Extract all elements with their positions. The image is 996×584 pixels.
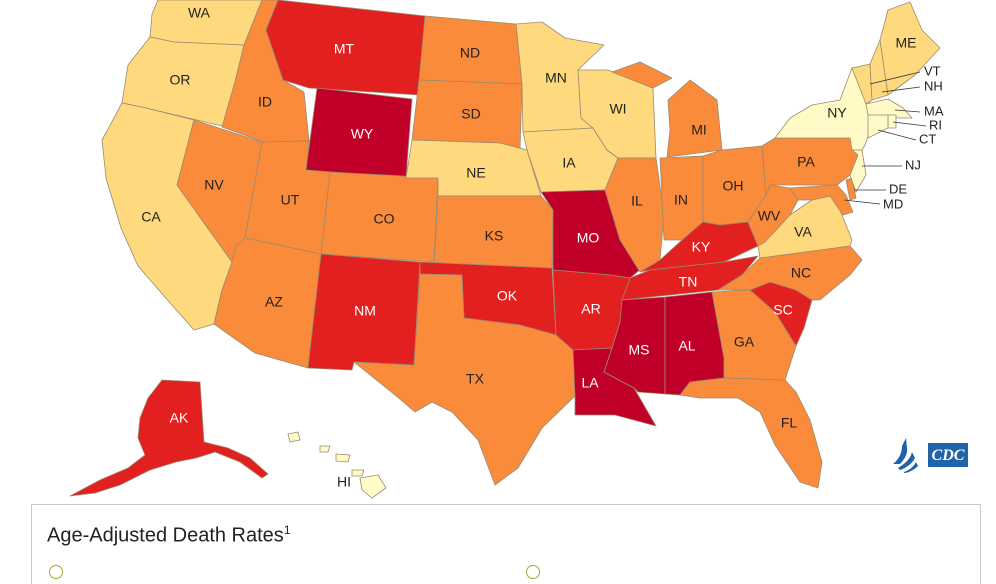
state-label-TX: TX — [466, 371, 485, 387]
state-label-AR: AR — [581, 301, 600, 317]
state-HI[interactable] — [287, 431, 387, 499]
state-label-RI: RI — [929, 117, 942, 132]
us-choropleth-map: WA OR CA ID NV MT WY UT CO AZ NM ND SD N… — [69, 0, 944, 499]
state-label-SC: SC — [773, 302, 792, 318]
state-label-NV: NV — [204, 177, 224, 193]
state-label-MS: MS — [629, 342, 650, 358]
leader-line — [843, 199, 881, 205]
state-TN[interactable] — [621, 255, 759, 301]
leader-line — [881, 86, 921, 93]
state-label-WV: WV — [758, 208, 781, 224]
state-label-ID: ID — [258, 94, 272, 110]
state-label-MA: MA — [924, 103, 944, 118]
state-label-OK: OK — [497, 288, 518, 304]
state-label-NC: NC — [791, 265, 811, 281]
legend-panel: Age-Adjusted Death Rates1 — [31, 504, 981, 584]
cdc-text: CDC — [932, 447, 965, 464]
footnote-marker: 1 — [283, 523, 291, 537]
state-label-VT: VT — [924, 63, 941, 78]
state-label-HI: HI — [337, 474, 351, 490]
legend-title-text: Age-Adjusted Death Rates — [47, 524, 284, 547]
state-label-DE: DE — [889, 181, 907, 196]
legend-radio-1[interactable] — [49, 565, 63, 579]
state-RI[interactable] — [887, 114, 897, 129]
state-label-OH: OH — [723, 178, 744, 194]
state-label-WA: WA — [188, 5, 211, 21]
state-label-OR: OR — [170, 72, 191, 88]
state-label-IL: IL — [631, 193, 643, 209]
leader-line — [877, 129, 917, 141]
state-label-MN: MN — [545, 70, 567, 86]
state-MD[interactable] — [789, 184, 854, 216]
state-label-MT: MT — [334, 41, 355, 57]
state-FL[interactable] — [679, 377, 823, 489]
state-label-CA: CA — [141, 209, 161, 225]
state-label-CO: CO — [374, 211, 395, 227]
state-label-MD: MD — [883, 196, 903, 211]
state-label-CT: CT — [919, 131, 936, 146]
state-ME[interactable] — [879, 1, 941, 96]
state-label-AL: AL — [678, 338, 695, 354]
state-label-PA: PA — [797, 154, 815, 170]
hhs-eagle-icon — [893, 438, 918, 473]
state-label-IA: IA — [562, 155, 576, 171]
state-label-MI: MI — [691, 122, 707, 138]
state-CT[interactable] — [867, 114, 889, 139]
cdc-logo[interactable]: CDC — [890, 434, 970, 474]
leader-line — [869, 71, 921, 85]
state-label-AZ: AZ — [265, 294, 283, 310]
state-label-NH: NH — [924, 78, 943, 93]
state-label-SD: SD — [461, 106, 480, 122]
leader-line — [894, 109, 921, 113]
state-label-MO: MO — [577, 230, 600, 246]
state-label-IN: IN — [674, 192, 688, 208]
state-TX[interactable] — [353, 273, 576, 486]
state-label-AK: AK — [170, 410, 189, 426]
state-label-NM: NM — [354, 303, 376, 319]
state-label-NY: NY — [827, 105, 847, 121]
state-label-WY: WY — [351, 126, 374, 142]
legend-title: Age-Adjusted Death Rates1 — [47, 523, 291, 548]
state-label-UT: UT — [281, 192, 300, 208]
state-label-NJ: NJ — [905, 157, 921, 172]
legend-radio-2[interactable] — [526, 565, 540, 579]
state-label-ND: ND — [460, 45, 480, 61]
state-label-GA: GA — [734, 334, 755, 350]
state-label-NE: NE — [466, 165, 485, 181]
state-label-VA: VA — [794, 224, 812, 240]
state-label-TN: TN — [679, 274, 698, 290]
leader-line — [892, 121, 927, 127]
state-label-LA: LA — [581, 375, 599, 391]
state-label-KS: KS — [485, 228, 504, 244]
state-DE[interactable] — [845, 177, 857, 201]
state-label-FL: FL — [781, 415, 798, 431]
state-KS[interactable] — [433, 195, 554, 271]
state-AK[interactable] — [69, 379, 269, 497]
state-label-ME: ME — [896, 35, 917, 51]
state-label-KY: KY — [692, 239, 711, 255]
state-label-WI: WI — [609, 101, 626, 117]
cdc-box — [928, 443, 968, 467]
